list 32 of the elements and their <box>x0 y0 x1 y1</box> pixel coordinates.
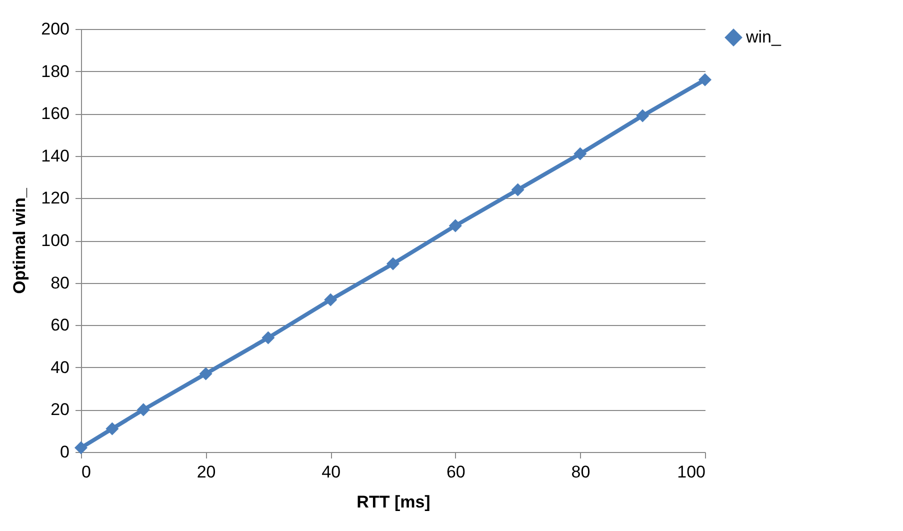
point <box>448 219 462 232</box>
x-tick-label: 100 <box>677 462 706 482</box>
point <box>574 147 587 160</box>
y-tick-label: 200 <box>41 20 70 38</box>
x-tick-label: 60 <box>446 462 466 482</box>
y-tick-label: 80 <box>50 273 70 292</box>
point <box>262 331 275 344</box>
point <box>136 403 150 416</box>
point <box>74 441 88 454</box>
y-tick-label: 120 <box>41 188 70 208</box>
y-axis-title: Optimal win_ <box>10 188 30 294</box>
x-axis-title: RTT [ms] <box>356 492 430 512</box>
point <box>106 422 119 436</box>
point <box>511 183 524 196</box>
legend-label: win_ <box>745 28 782 46</box>
x-tick-label: 40 <box>322 462 341 482</box>
x-tick-label: 80 <box>571 462 590 482</box>
x-tick-label: 0 <box>82 462 91 482</box>
y-tick-label: 160 <box>41 104 70 124</box>
x-tick-label: 20 <box>196 462 216 482</box>
point <box>636 109 650 122</box>
point <box>199 367 212 380</box>
y-tick-label: 60 <box>50 316 70 335</box>
point <box>386 257 400 270</box>
y-tick-label: 40 <box>50 358 70 377</box>
point <box>698 73 712 86</box>
y-tick-label: 100 <box>41 231 70 250</box>
y-tick-label: 0 <box>60 442 70 462</box>
point <box>324 293 338 306</box>
y-tick-label: 180 <box>41 62 70 81</box>
y-tick-label: 20 <box>50 400 70 420</box>
y-tick-label: 140 <box>41 146 70 166</box>
